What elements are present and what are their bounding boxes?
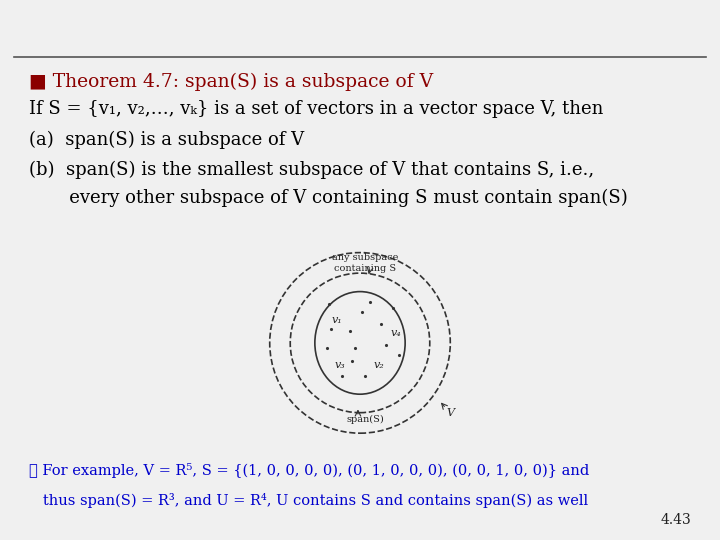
Text: 4.43: 4.43 xyxy=(660,512,691,526)
Text: V: V xyxy=(446,408,454,417)
Text: ※ For example, V = R⁵, S = {(1, 0, 0, 0, 0), (0, 1, 0, 0, 0), (0, 0, 1, 0, 0)} a: ※ For example, V = R⁵, S = {(1, 0, 0, 0,… xyxy=(29,463,589,478)
Text: thus span(S) = R³, and U = R⁴, U contains S and contains span(S) as well: thus span(S) = R³, and U = R⁴, U contain… xyxy=(29,492,588,508)
Text: (b)  span(S) is the smallest subspace of V that contains S, i.e.,: (b) span(S) is the smallest subspace of … xyxy=(29,160,594,179)
Text: any subspace
containing S: any subspace containing S xyxy=(332,253,398,273)
Text: If S = {v₁, v₂,…, vₖ} is a set of vectors in a vector space V, then: If S = {v₁, v₂,…, vₖ} is a set of vector… xyxy=(29,100,603,118)
Text: v₃: v₃ xyxy=(334,361,345,370)
Text: span(S): span(S) xyxy=(346,415,384,424)
Text: every other subspace of V containing S must contain span(S): every other subspace of V containing S m… xyxy=(29,189,628,207)
Text: (a)  span(S) is a subspace of V: (a) span(S) is a subspace of V xyxy=(29,131,304,149)
Text: v₄: v₄ xyxy=(390,328,401,338)
Text: ■ Theorem 4.7: span(S) is a subspace of V: ■ Theorem 4.7: span(S) is a subspace of … xyxy=(29,73,433,91)
Text: v₁: v₁ xyxy=(332,315,343,325)
Text: v₂: v₂ xyxy=(373,361,384,370)
